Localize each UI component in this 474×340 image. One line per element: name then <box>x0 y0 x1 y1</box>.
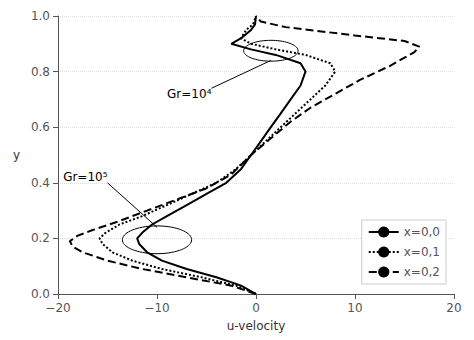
svg-text:x=0,2: x=0,2 <box>404 265 440 279</box>
svg-text:x=0,1: x=0,1 <box>404 245 440 259</box>
svg-text:20: 20 <box>446 301 461 315</box>
svg-text:10: 10 <box>347 301 362 315</box>
svg-text:Gr=10⁴: Gr=10⁴ <box>167 87 212 101</box>
svg-text:0.4: 0.4 <box>31 176 50 190</box>
svg-text:1.0: 1.0 <box>31 9 50 23</box>
svg-text:0.8: 0.8 <box>31 65 50 79</box>
svg-text:u-velocity: u-velocity <box>227 319 286 333</box>
svg-text:y: y <box>13 148 20 162</box>
svg-text:−20: −20 <box>45 301 70 315</box>
svg-text:Gr=10⁵: Gr=10⁵ <box>63 170 108 184</box>
svg-text:x=0,0: x=0,0 <box>404 225 440 239</box>
svg-text:0.6: 0.6 <box>31 120 50 134</box>
svg-text:0: 0 <box>252 301 260 315</box>
svg-text:0.2: 0.2 <box>31 231 50 245</box>
svg-text:−10: −10 <box>144 301 169 315</box>
svg-text:0.0: 0.0 <box>31 287 50 301</box>
